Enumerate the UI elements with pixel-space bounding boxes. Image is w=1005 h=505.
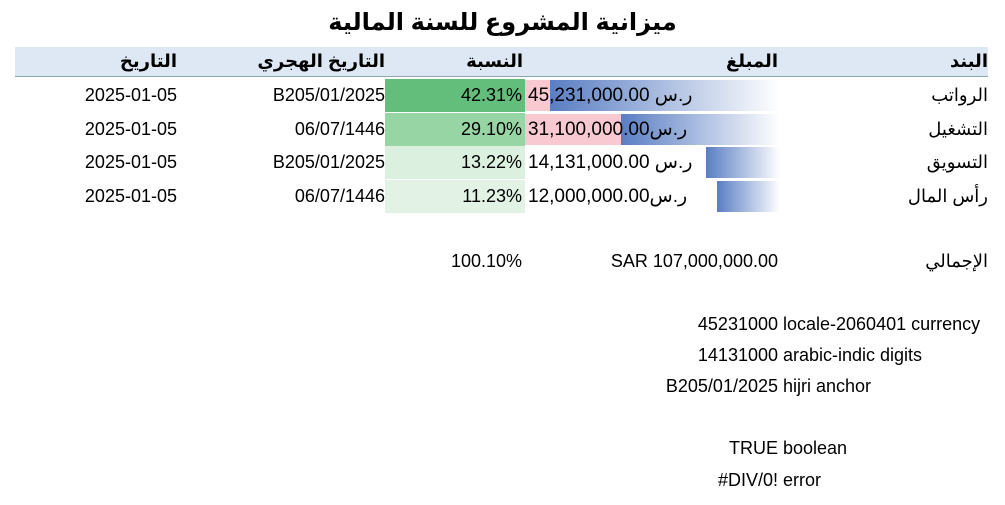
column-header: التاريخ: [119, 51, 177, 71]
cell: التشغيل: [928, 118, 988, 139]
column-header: المبلغ: [726, 51, 778, 71]
header-band: [15, 47, 988, 77]
column-header: التاريخ الهجري: [257, 51, 385, 71]
cell: B205/01/2025: [272, 85, 385, 105]
pct-fill: [385, 146, 525, 180]
cell: رأس المال: [907, 186, 988, 207]
negative-bar: [525, 80, 550, 111]
total-cell: 100.10%: [450, 251, 522, 271]
title: ميزانية المشروع للسنة المالية: [328, 9, 677, 36]
cell: 14,131,000.00 ر.س: [528, 152, 693, 174]
note-value: 45231000: [697, 314, 778, 334]
pct-fill: [385, 79, 525, 112]
note-value: 14131000: [697, 345, 778, 365]
total-cell: الإجمالي: [925, 251, 988, 271]
cell: 29.10%: [460, 118, 522, 139]
pct-fill: [385, 180, 525, 214]
cell: 12,000,000.00ر.س: [528, 186, 688, 208]
negative-bar: [525, 113, 621, 145]
cell: 31,100,000.00ر.س: [528, 118, 688, 140]
cell: 06/07/1446: [294, 118, 385, 139]
cell: 2025-01-05: [84, 118, 177, 139]
data-bar: [621, 113, 780, 145]
cell: 11.23%: [462, 186, 522, 207]
note-label: boolean: [783, 438, 848, 458]
cell: B205/01/2025: [272, 152, 385, 173]
note-value: B205/01/2025: [665, 376, 778, 396]
data-bar: [550, 80, 780, 111]
data-bar: [717, 181, 780, 213]
pct-fill: [385, 112, 525, 146]
note-label: locale-2060401 currency: [783, 314, 981, 334]
cell: 13.22%: [460, 152, 522, 173]
note-value: TRUE: [729, 438, 778, 458]
cell: التسويق: [926, 152, 988, 173]
note-label: arabic-indic digits: [783, 345, 923, 365]
cell: 42.31%: [460, 85, 522, 105]
data-bar: [706, 147, 780, 179]
cell: 2025-01-05: [84, 186, 177, 207]
cell: 2025-01-05: [84, 85, 177, 105]
note-value: #DIV/0!: [717, 470, 778, 490]
total-cell: SAR 107,000,000.00: [610, 251, 778, 271]
note-label: hijri anchor: [783, 376, 872, 396]
cell: 45,231,000.00 ر.س: [528, 85, 693, 106]
note-label: error: [783, 470, 822, 490]
cell: الرواتب: [931, 85, 988, 105]
column-header: النسبة: [466, 51, 523, 71]
cell: 2025-01-05: [84, 152, 177, 173]
column-header: البند: [949, 51, 988, 71]
cell: 06/07/1446: [294, 186, 385, 207]
